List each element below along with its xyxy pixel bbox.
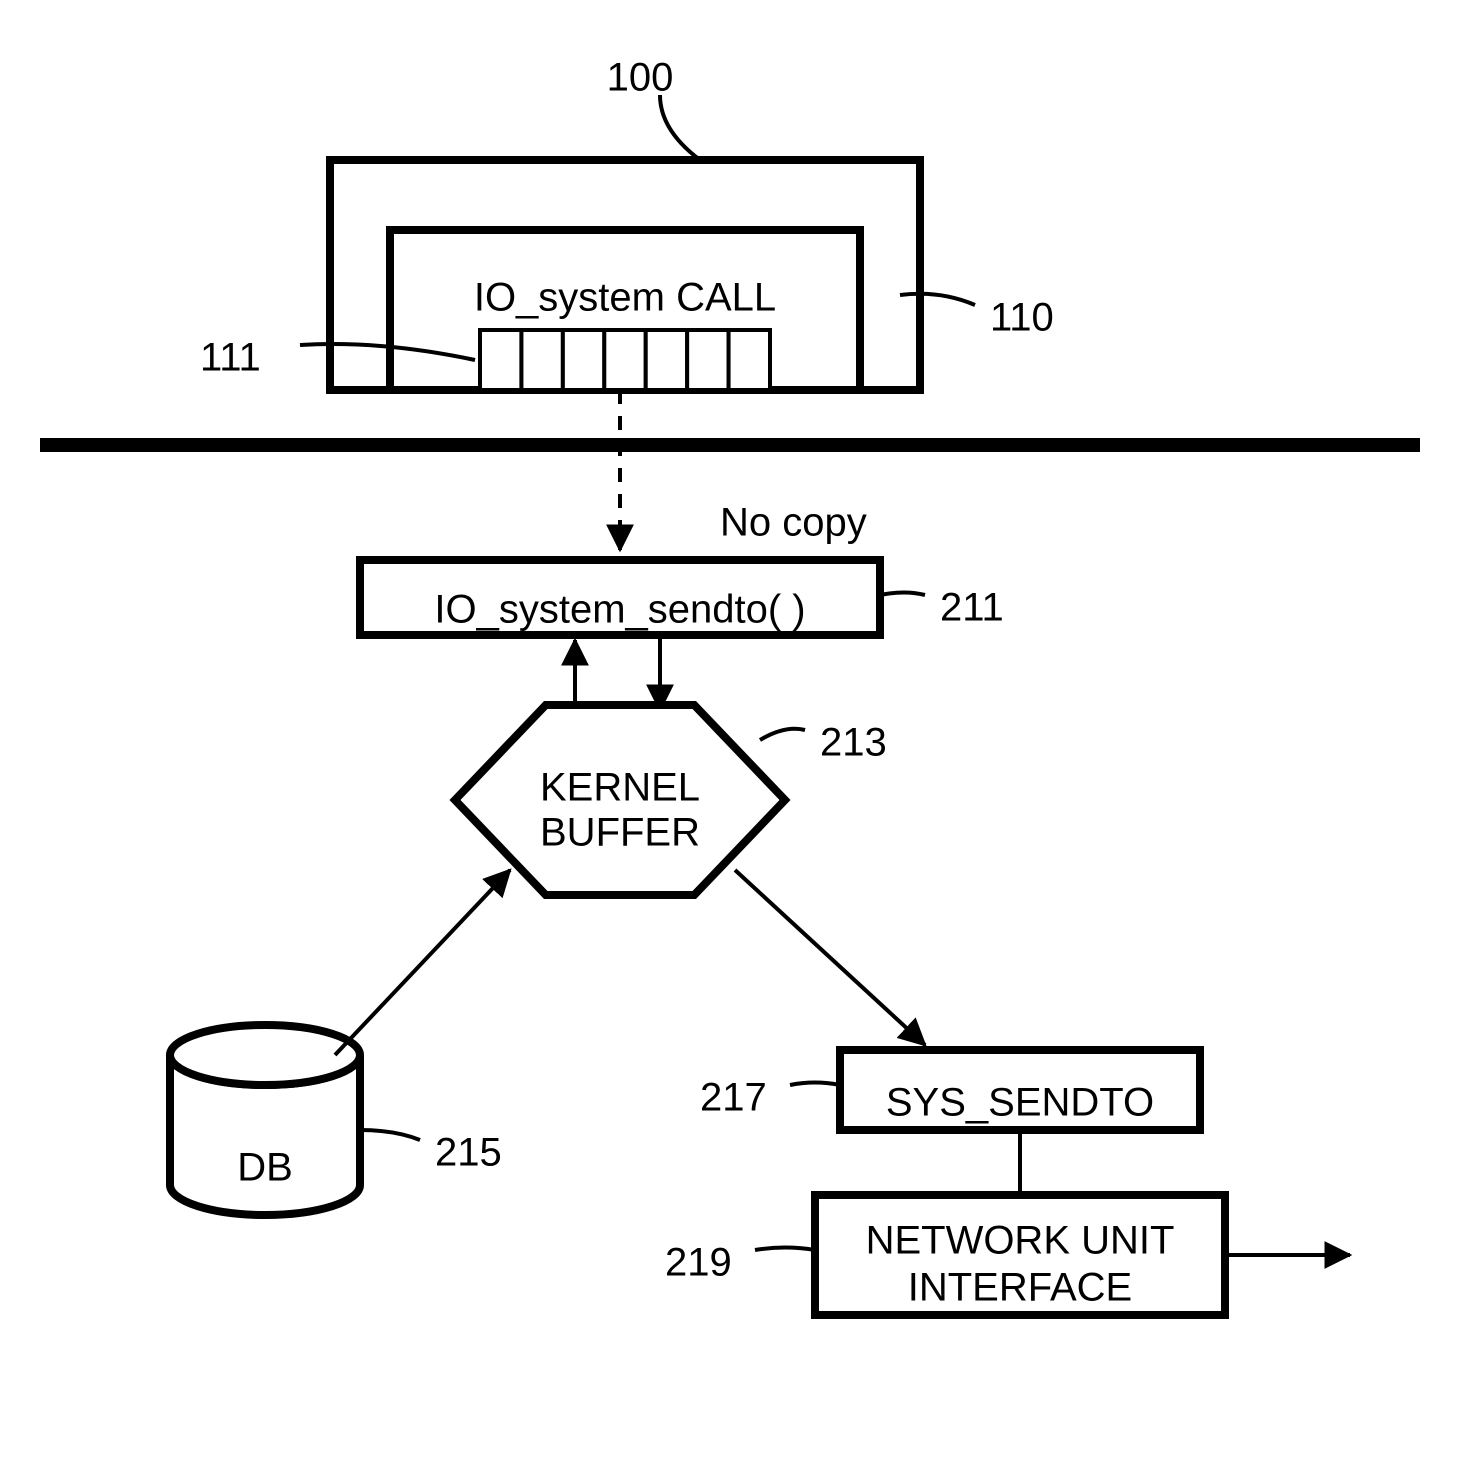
ref-217: 217 [700,1076,767,1120]
buffer-cell [604,330,645,390]
buffer-cell [646,330,687,390]
ref-100: 100 [607,56,674,100]
buffer-cell [480,330,521,390]
db-cylinder-top [170,1025,360,1085]
ref-111: 111 [200,336,261,380]
network-unit-label-1: NETWORK UNIT [866,1219,1175,1263]
buffer-cell [563,330,604,390]
ref-219: 219 [665,1241,732,1285]
kernel-buffer-label-1: KERNEL [540,766,700,810]
kernel-buffer-label-2: BUFFER [540,811,700,855]
sys-sendto-label: SYS_SENDTO [886,1081,1154,1125]
arrow-db-to-kernel [335,870,510,1055]
buffer-cell [687,330,728,390]
io-system-call-label: IO_system CALL [474,276,776,320]
network-unit-label-2: INTERFACE [908,1266,1132,1310]
db-label: DB [237,1146,293,1190]
buffer-cell [521,330,562,390]
ref-213: 213 [820,721,887,765]
io-system-sendto-label: IO_system_sendto( ) [434,588,805,632]
ref-215: 215 [435,1131,502,1175]
buffer-cell [729,330,770,390]
ref-110: 110 [990,296,1054,340]
ref-211: 211 [940,586,1004,630]
arrow-kernel-to-sys [735,870,925,1045]
no-copy-label: No copy [720,501,867,545]
